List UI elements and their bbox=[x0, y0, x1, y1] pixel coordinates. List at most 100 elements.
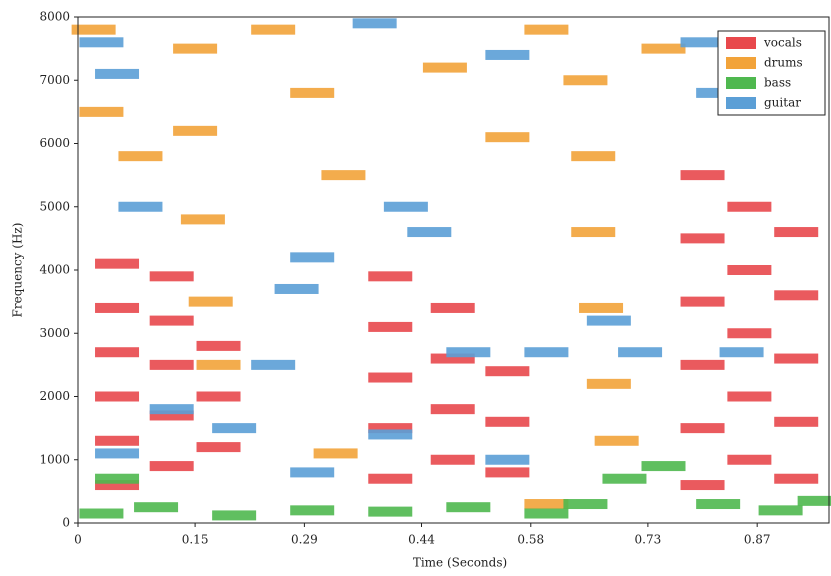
point bbox=[579, 302, 624, 313]
point bbox=[368, 271, 413, 282]
x-tick-label: 0.15 bbox=[182, 533, 209, 547]
point bbox=[641, 461, 686, 472]
y-tick-label: 6000 bbox=[39, 136, 70, 150]
point bbox=[149, 271, 194, 282]
x-tick-label: 0.44 bbox=[408, 533, 435, 547]
point bbox=[196, 391, 241, 402]
point bbox=[602, 473, 647, 484]
point bbox=[95, 435, 140, 446]
point bbox=[95, 302, 140, 313]
point bbox=[727, 265, 772, 275]
point bbox=[383, 201, 428, 212]
point bbox=[352, 18, 397, 29]
point bbox=[680, 37, 725, 48]
point bbox=[290, 505, 335, 516]
point bbox=[95, 391, 140, 402]
point bbox=[485, 467, 530, 478]
y-axis-label: Frequency (Hz) bbox=[11, 223, 25, 318]
point bbox=[680, 423, 725, 434]
point bbox=[430, 353, 475, 364]
point bbox=[251, 24, 296, 35]
point bbox=[571, 227, 616, 238]
y-tick-label: 0 bbox=[62, 516, 70, 530]
point bbox=[571, 151, 616, 162]
point bbox=[95, 68, 140, 79]
y-tick-label: 2000 bbox=[39, 389, 70, 403]
point bbox=[774, 290, 819, 301]
point bbox=[641, 43, 686, 54]
point bbox=[290, 252, 335, 263]
x-axis-label: Time (Seconds) bbox=[413, 556, 507, 570]
point bbox=[368, 321, 413, 332]
legend-swatch bbox=[726, 97, 756, 109]
y-tick-label: 8000 bbox=[39, 10, 70, 24]
point bbox=[485, 132, 530, 143]
plot-frame bbox=[77, 16, 830, 524]
point bbox=[524, 499, 569, 510]
point bbox=[173, 125, 218, 136]
x-tick-label: 0.87 bbox=[744, 533, 771, 547]
y-tick-label: 5000 bbox=[39, 199, 70, 213]
point bbox=[196, 442, 241, 453]
point bbox=[321, 170, 366, 181]
point bbox=[727, 454, 772, 465]
point bbox=[149, 404, 194, 415]
point bbox=[758, 505, 803, 516]
point bbox=[485, 416, 530, 427]
point bbox=[563, 499, 608, 510]
point bbox=[797, 495, 831, 506]
x-tick-label: 0.29 bbox=[291, 533, 318, 547]
legend-label: drums bbox=[764, 56, 803, 70]
point bbox=[430, 454, 475, 465]
point bbox=[118, 151, 163, 162]
point bbox=[118, 201, 163, 212]
x-tick-label: 0.58 bbox=[517, 533, 544, 547]
point bbox=[149, 359, 194, 370]
point bbox=[422, 62, 467, 73]
point bbox=[680, 296, 725, 307]
point bbox=[680, 170, 725, 181]
point bbox=[95, 480, 140, 491]
point bbox=[727, 201, 772, 212]
point bbox=[95, 347, 140, 358]
y-tick-label: 1000 bbox=[39, 452, 70, 466]
point bbox=[368, 372, 413, 383]
point bbox=[196, 359, 241, 370]
point bbox=[251, 359, 296, 370]
point bbox=[727, 391, 772, 402]
point bbox=[774, 416, 819, 427]
point bbox=[430, 404, 475, 415]
point bbox=[134, 502, 179, 513]
point bbox=[79, 508, 124, 519]
point bbox=[594, 435, 639, 446]
point bbox=[719, 347, 764, 358]
point bbox=[680, 233, 725, 244]
point bbox=[485, 454, 530, 465]
point bbox=[149, 315, 194, 326]
point bbox=[95, 258, 140, 269]
point bbox=[368, 423, 413, 434]
point bbox=[430, 302, 475, 313]
point bbox=[774, 353, 819, 364]
point bbox=[149, 410, 194, 421]
y-tick-label: 3000 bbox=[39, 326, 70, 340]
point bbox=[407, 227, 452, 238]
point bbox=[212, 423, 257, 434]
point bbox=[173, 43, 218, 54]
point bbox=[95, 473, 140, 484]
point bbox=[774, 473, 819, 484]
point bbox=[563, 75, 608, 86]
point bbox=[446, 502, 491, 513]
point bbox=[586, 315, 631, 326]
legend-swatch bbox=[726, 57, 756, 69]
point bbox=[95, 448, 140, 459]
point bbox=[680, 480, 725, 491]
point bbox=[727, 328, 772, 339]
legend-label: guitar bbox=[764, 96, 801, 110]
legend-label: vocals bbox=[763, 36, 802, 50]
point bbox=[524, 508, 569, 519]
point bbox=[196, 340, 241, 351]
point bbox=[290, 467, 335, 478]
